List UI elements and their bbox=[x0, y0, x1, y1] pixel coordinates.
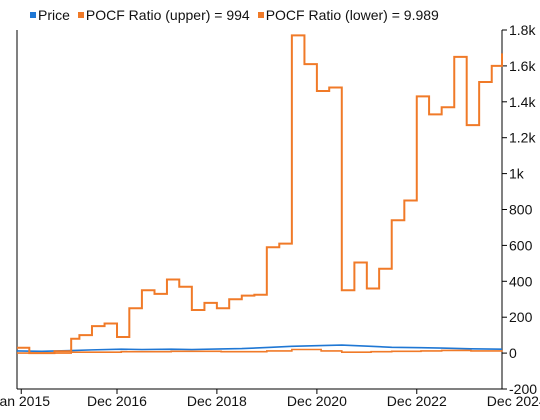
x-tick-label: Dec 2020 bbox=[287, 393, 347, 409]
y-tick-label: 400 bbox=[509, 273, 533, 289]
legend-item-price[interactable]: Price bbox=[30, 7, 70, 23]
legend-label-pocf-lower: POCF Ratio (lower) = 9.989 bbox=[265, 7, 439, 23]
x-tick-label: Dec 2024 bbox=[487, 393, 540, 409]
y-tick-label: 0 bbox=[509, 345, 517, 361]
y-tick-label: 1.2k bbox=[509, 130, 536, 146]
legend-swatch-price bbox=[30, 12, 36, 18]
x-tick-label: Dec 2016 bbox=[87, 393, 147, 409]
series-line-price bbox=[16, 344, 503, 353]
y-tick-label: 1k bbox=[509, 166, 525, 182]
y-tick-label: 600 bbox=[509, 237, 533, 253]
x-tick-label: Dec 2022 bbox=[387, 393, 447, 409]
legend-label-price: Price bbox=[38, 7, 70, 23]
series-line-pocf-lower bbox=[17, 348, 503, 354]
y-tick-label: -200 bbox=[509, 381, 537, 397]
x-tick-label: Jan 2015 bbox=[0, 393, 50, 409]
legend-swatch-pocf-lower bbox=[257, 12, 264, 18]
y-tick-label: 1.8k bbox=[509, 22, 536, 38]
legend-item-pocf-lower[interactable]: POCF Ratio (lower) = 9.989 bbox=[257, 7, 439, 23]
y-tick-label: 200 bbox=[509, 309, 533, 325]
series-line-pocf-upper bbox=[17, 34, 503, 355]
y-tick-label: 1.6k bbox=[509, 58, 536, 74]
x-tick-label: Dec 2018 bbox=[187, 393, 247, 409]
legend-item-pocf-upper[interactable]: POCF Ratio (upper) = 994 bbox=[77, 7, 250, 23]
legend-swatch-pocf-upper bbox=[77, 12, 84, 18]
legend-label-pocf-upper: POCF Ratio (upper) = 994 bbox=[85, 7, 250, 23]
chart-legend: Price POCF Ratio (upper) = 994 POCF Rati… bbox=[0, 6, 447, 24]
y-tick-label: 1.4k bbox=[509, 94, 536, 110]
plot-area: -200 0 200 400 600 800 1k 1.2k 1.4k 1.6k 1.8k Jan 2… bbox=[0, 22, 540, 409]
y-tick-label: 800 bbox=[509, 202, 533, 218]
